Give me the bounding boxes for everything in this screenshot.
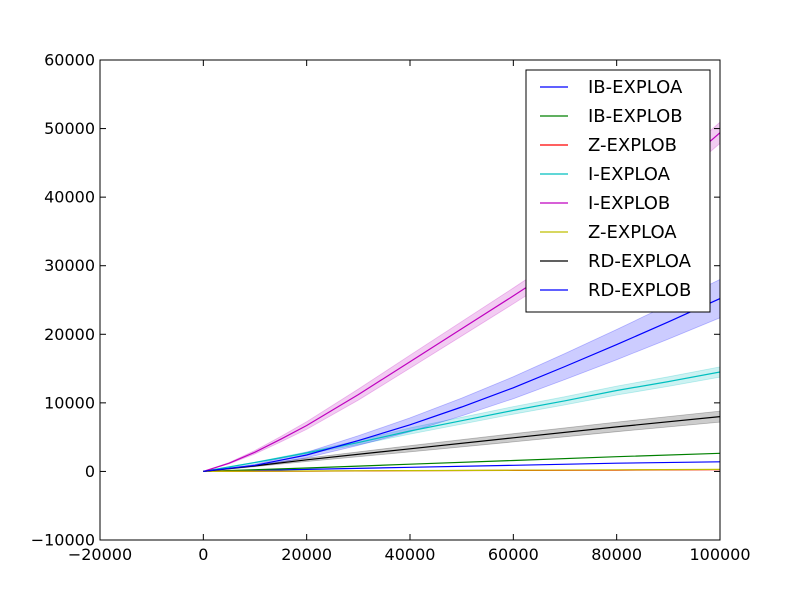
x-tick-label: 80000 xyxy=(591,545,642,564)
legend-label: Z-EXPLOA xyxy=(588,222,677,243)
series-line-rd-explob xyxy=(203,298,720,472)
legend-label: Z-EXPLOB xyxy=(588,135,677,156)
legend-label: IB-EXPLOB xyxy=(588,106,683,127)
y-tick-label: 30000 xyxy=(44,256,95,275)
legend-label: RD-EXPLOB xyxy=(588,280,691,301)
legend-label: IB-EXPLOA xyxy=(588,77,683,98)
error-bands xyxy=(203,121,720,472)
y-tick-label: 0 xyxy=(85,462,95,481)
error-band-rd-exploa xyxy=(203,410,720,472)
x-tick-label: 0 xyxy=(198,545,208,564)
y-tick-label: 10000 xyxy=(44,393,95,412)
y-tick-label: 20000 xyxy=(44,325,95,344)
error-band-i-exploa xyxy=(203,366,720,472)
x-tick-label: 100000 xyxy=(689,545,750,564)
y-tick-label: 40000 xyxy=(44,188,95,207)
legend: IB-EXPLOA IB-EXPLOB Z-EXPLOB I-EXPLOA I-EXPL… xyxy=(525,69,711,313)
series-lines xyxy=(203,132,720,472)
error-band-i-explob xyxy=(203,121,720,472)
x-tick-label: 60000 xyxy=(488,545,539,564)
x-tick-label: 40000 xyxy=(385,545,436,564)
error-band-rd-explob xyxy=(203,278,720,472)
x-axis: −20000 0 20000 40000 60000 80000 100000 xyxy=(68,60,751,564)
y-tick-label: −10000 xyxy=(31,531,95,550)
legend-box xyxy=(525,69,711,313)
y-tick-label: 50000 xyxy=(44,119,95,138)
series-line-ib-explob xyxy=(203,452,720,472)
legend-label: I-EXPLOB xyxy=(588,193,670,214)
series-line-ib-exploa xyxy=(203,461,720,472)
x-tick-label: 20000 xyxy=(281,545,332,564)
y-tick-label: 60000 xyxy=(44,51,95,70)
series-line-z-exploa xyxy=(203,468,720,472)
legend-label: RD-EXPLOA xyxy=(588,251,692,272)
legend-label: I-EXPLOA xyxy=(588,164,671,185)
y-axis: −10000 0 10000 20000 30000 40000 50000 60000 xyxy=(31,51,720,550)
x-tick-label: −20000 xyxy=(68,545,132,564)
series-line-i-exploa xyxy=(203,371,720,472)
